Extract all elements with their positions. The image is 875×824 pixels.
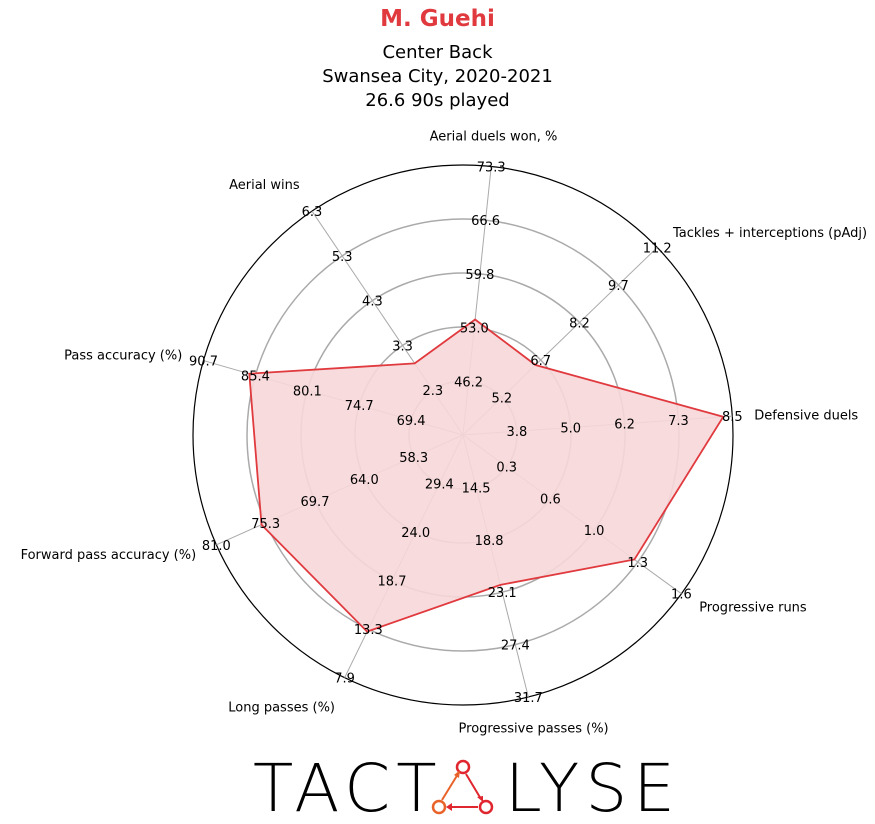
tick-label: 1.6: [671, 588, 692, 603]
outer-ring: [192, 164, 734, 706]
tick-label: 11.2: [643, 241, 672, 256]
tick-label: 23.1: [488, 586, 517, 601]
tick-label: 1.0: [584, 524, 605, 539]
tick-label: 59.8: [465, 268, 494, 283]
tick-label: 74.7: [345, 399, 374, 414]
tick-label: 46.2: [454, 375, 483, 390]
tick-label: 7.3: [668, 414, 689, 429]
tick-label: 53.0: [460, 322, 489, 337]
player-position: Center Back: [382, 42, 493, 63]
tick-label: 5.0: [560, 422, 581, 437]
tick-label: 14.5: [462, 481, 491, 496]
tick-label: 0.6: [540, 493, 561, 508]
tactalyse-logo: TACT LYSE: [253, 757, 673, 817]
tick-label: 73.3: [477, 161, 506, 176]
tick-label: 64.0: [350, 473, 379, 488]
logo-text-right: LYSE: [505, 757, 673, 817]
axis-label: Tackles + interceptions (pAdj): [672, 226, 867, 241]
logo-triangle-icon: [431, 759, 494, 815]
tick-label: 1.3: [627, 556, 648, 571]
player-name: M. Guehi: [380, 6, 495, 32]
team-season: Swansea City, 2020-2021: [322, 66, 553, 87]
radar-chart: 3.8 5.0 6.2 7.3 8.5 5.2 6.7 8.2 9.7 11.2 46.2 53.0 5…: [21, 130, 868, 737]
axis-label: Defensive duels: [754, 409, 858, 424]
tick-label: 69.7: [301, 495, 330, 510]
tick-label: 3.3: [392, 340, 413, 355]
axis-label: Forward pass accuracy (%): [21, 548, 197, 563]
tick-label: 5.2: [491, 392, 512, 407]
minutes-played: 26.6 90s played: [365, 90, 510, 111]
tick-label: 90.7: [189, 355, 218, 370]
player-value-polygon: [248, 318, 725, 633]
tick-label: 13.3: [354, 623, 383, 638]
tick-label: 27.4: [501, 639, 530, 654]
tick-label: 7.9: [334, 672, 355, 687]
tick-label: 18.7: [378, 575, 407, 590]
logo-text-left: TACT: [253, 757, 443, 817]
tick-label: 29.4: [425, 478, 454, 493]
tick-label: 4.3: [362, 295, 383, 310]
tick-label: 9.7: [608, 279, 629, 294]
tick-label: 0.3: [496, 461, 517, 476]
tick-label: 69.4: [397, 414, 426, 429]
tick-label: 8.2: [569, 317, 590, 332]
tick-label: 8.5: [722, 410, 743, 425]
axis-label: Progressive passes (%): [459, 721, 609, 736]
axis-label: Long passes (%): [228, 700, 335, 715]
tick-label: 6.2: [614, 418, 635, 433]
tick-label: 3.8: [507, 425, 528, 440]
axis-label: Aerial wins: [229, 178, 300, 193]
tick-label: 58.3: [399, 451, 428, 466]
tick-label: 6.3: [302, 205, 323, 220]
tick-label: 2.3: [422, 384, 443, 399]
tick-label: 81.0: [202, 539, 231, 554]
tick-label: 18.8: [475, 534, 504, 549]
tick-label: 85.4: [241, 370, 270, 385]
tick-label: 66.6: [471, 214, 500, 229]
axis-label: Progressive runs: [699, 601, 807, 616]
tick-label: 24.0: [401, 526, 430, 541]
tick-label: 5.3: [332, 250, 353, 265]
axis-label: Aerial duels won, %: [430, 130, 558, 145]
tick-label: 75.3: [251, 517, 280, 532]
axis-label: Pass accuracy (%): [64, 349, 182, 364]
tick-label: 6.7: [530, 354, 551, 369]
tick-label: 80.1: [293, 384, 322, 399]
tick-label: 31.7: [514, 691, 543, 706]
